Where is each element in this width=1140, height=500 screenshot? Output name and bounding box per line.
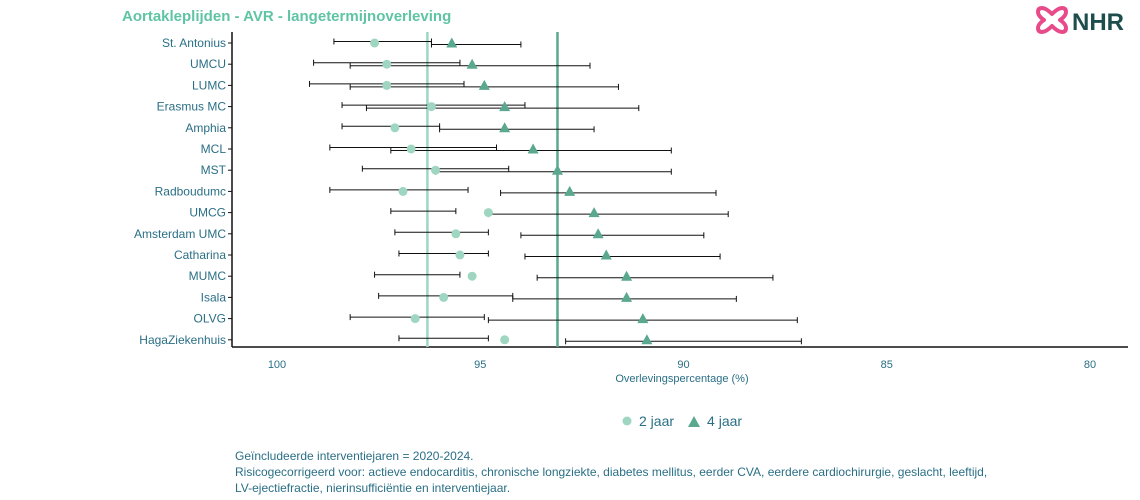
hospital-label: UMCU <box>190 57 226 71</box>
hospital-label: OLVG <box>194 312 226 326</box>
x-axis-title: Overlevingspercentage (%) <box>615 373 748 385</box>
hospital-label: Isala <box>201 290 227 304</box>
point-2-jaar <box>455 250 465 260</box>
hospital-label: MUMC <box>189 269 227 283</box>
nhr-logo-mark <box>1036 6 1068 34</box>
nhr-logo: NHR <box>1036 6 1124 36</box>
hospital-label: Catharina <box>174 248 226 262</box>
hospital-label: LUMC <box>192 78 226 92</box>
point-2-jaar <box>382 80 392 90</box>
point-4-jaar <box>600 249 612 260</box>
point-4-jaar <box>446 37 458 48</box>
point-2-jaar <box>431 165 441 175</box>
point-2-jaar <box>370 38 380 48</box>
hospital-label: Amphia <box>185 121 226 135</box>
point-4-jaar <box>621 291 633 302</box>
point-2-jaar <box>451 229 461 239</box>
point-2-jaar <box>398 186 408 196</box>
legend-label-2-jaar: 2 jaar <box>639 413 675 429</box>
hospital-label: Erasmus MC <box>157 100 227 114</box>
point-2-jaar <box>406 144 416 154</box>
x-tick-label: 100 <box>268 359 286 371</box>
point-2-jaar <box>426 102 436 112</box>
nhr-logo-text: NHR <box>1072 9 1124 36</box>
legend-item-4-jaar: 4 jaar <box>688 413 742 429</box>
point-4-jaar <box>499 122 511 133</box>
x-tick-label: 85 <box>881 359 893 371</box>
footnote: Geïncludeerde interventiejaren = 2020-20… <box>235 448 987 496</box>
point-4-jaar <box>478 79 490 90</box>
point-4-jaar <box>499 101 511 112</box>
point-4-jaar <box>551 164 563 175</box>
point-4-jaar <box>621 270 633 281</box>
hospital-label: MCL <box>201 142 227 156</box>
footnote-line: LV-ejectiefractie, nierinsufficiëntie en… <box>235 481 511 495</box>
point-2-jaar <box>483 208 493 218</box>
point-4-jaar <box>564 185 576 196</box>
hospital-label: HagaZiekenhuis <box>139 333 226 347</box>
hospital-label: UMCG <box>189 206 226 220</box>
hospital-label: Amsterdam UMC <box>134 227 226 241</box>
legend-triangle-icon <box>688 415 701 427</box>
point-4-jaar <box>637 313 649 324</box>
point-2-jaar <box>467 271 477 281</box>
hospital-label: Radboudumc <box>155 184 226 198</box>
point-4-jaar <box>592 228 604 239</box>
point-4-jaar <box>466 58 478 69</box>
forest-plot: 100 95 90 85 80 Overlevingspercentage (%) St. … <box>134 32 1128 385</box>
point-2-jaar <box>500 335 510 345</box>
legend-item-2-jaar: 2 jaar <box>622 413 674 429</box>
hospital-label: St. Antonius <box>162 36 226 50</box>
footnote-line: Geïncludeerde interventiejaren = 2020-20… <box>235 449 474 463</box>
legend-label-4-jaar: 4 jaar <box>707 413 743 429</box>
x-tick-label: 80 <box>1084 359 1096 371</box>
x-tick-label: 95 <box>474 359 486 371</box>
chart-title: Aortakleplijden - AVR - langetermijnover… <box>122 8 452 25</box>
legend-circle-icon <box>622 416 632 426</box>
point-2-jaar <box>382 59 392 69</box>
point-2-jaar <box>410 314 420 324</box>
point-4-jaar <box>588 207 600 218</box>
point-2-jaar <box>390 123 400 133</box>
hospital-label: MST <box>201 163 227 177</box>
x-tick-label: 90 <box>677 359 689 371</box>
legend: 2 jaar 4 jaar <box>622 413 756 429</box>
footnote-line: Risicogecorrigeerd voor: actieve endocar… <box>235 465 988 479</box>
point-4-jaar <box>641 334 653 345</box>
point-4-jaar <box>527 143 539 154</box>
point-2-jaar <box>439 292 449 302</box>
